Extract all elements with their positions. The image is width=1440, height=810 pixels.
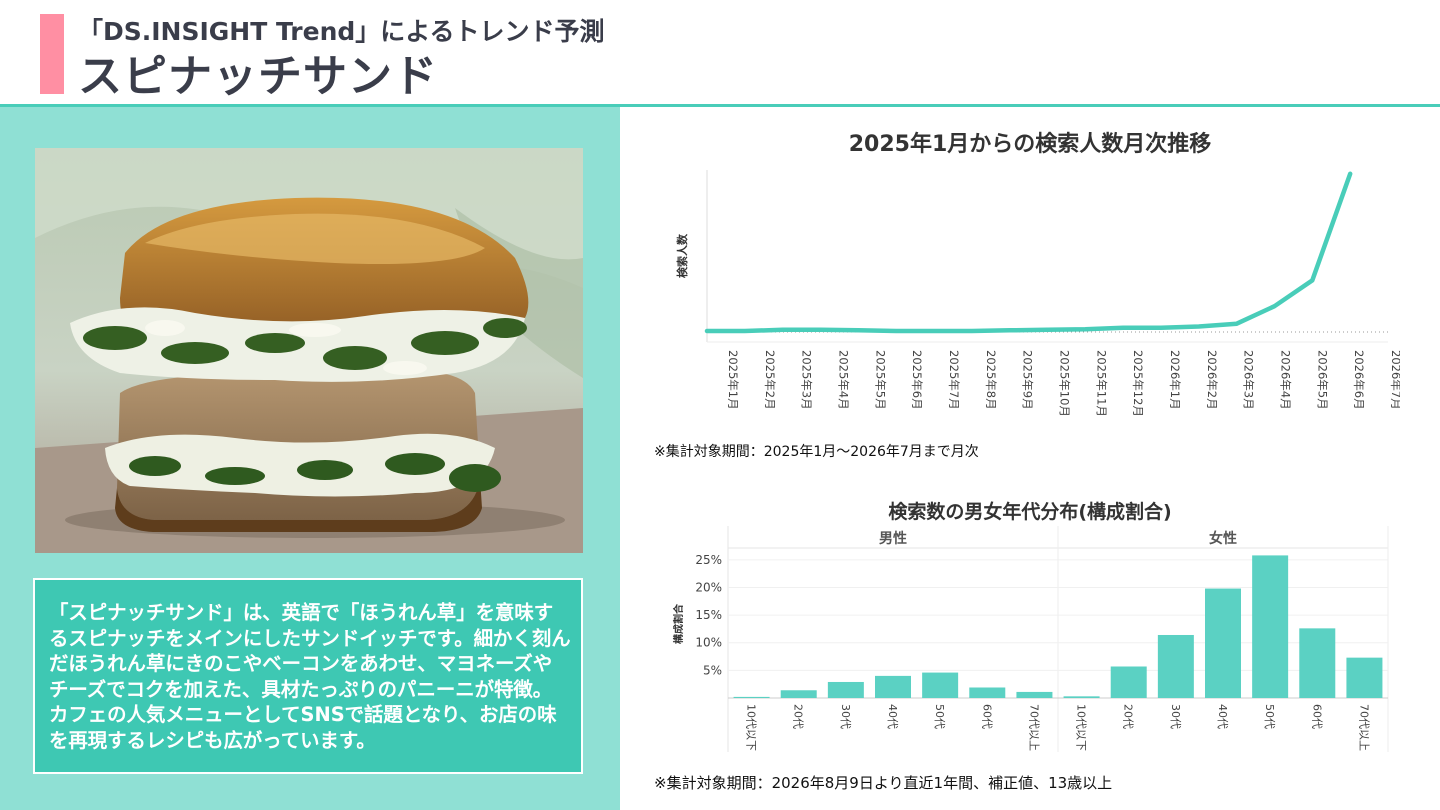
bar-y-tick-label: 15% (695, 608, 722, 622)
bar-chart-note: ※集計対象期間：2026年8月9日より直近1年間、補正値、13歳以上 (654, 774, 1113, 792)
line-x-tick-label: 2026年5月 (1315, 350, 1329, 410)
bar-x-tick-label: 60代 (1310, 704, 1323, 729)
page-title: スピナッチサンド (78, 51, 438, 102)
bar-x-tick-label: 10代以下 (1075, 704, 1088, 751)
line-chart-title: 2025年1月からの検索人数月次推移 (848, 132, 1212, 157)
bar-male-3 (827, 681, 864, 698)
bar-x-tick-label: 50代 (1263, 704, 1276, 729)
bar-x-tick-label: 50代 (933, 704, 946, 729)
line-x-tick-label: 2025年11月 (1094, 350, 1108, 417)
line-x-tick-label: 2025年7月 (947, 350, 961, 410)
line-x-tick-label: 2025年9月 (1021, 350, 1035, 410)
bar-y-tick-label: 10% (695, 636, 722, 650)
bar-male-2 (780, 690, 817, 698)
spinach-sandwich-photo (35, 148, 583, 553)
bar-female-5 (1252, 555, 1289, 698)
line-x-tick-label: 2025年8月 (984, 350, 998, 410)
bar-x-tick-label: 40代 (886, 704, 899, 729)
bar-female-3 (1157, 634, 1194, 698)
bar-x-tick-label: 30代 (839, 704, 852, 729)
bar-x-tick-label: 70代以上 (1027, 704, 1040, 751)
bar-y-axis-label: 構成割合 (672, 603, 685, 644)
bar-y-tick-label: 20% (695, 580, 722, 594)
line-x-tick-label: 2025年2月 (763, 350, 777, 410)
bar-chart-title: 検索数の男女年代分布(構成割合) (888, 501, 1172, 523)
bar-male-6 (969, 687, 1006, 698)
bar-male-4 (875, 675, 911, 698)
bar-panel-label: 女性 (1209, 530, 1237, 547)
line-chart-note: ※集計対象期間：2025年1月～2026年7月まで月次 (654, 444, 979, 460)
bar-x-tick-label: 70代以上 (1357, 704, 1370, 751)
line-x-tick-label: 2025年5月 (873, 350, 887, 410)
bar-x-tick-label: 40代 (1216, 704, 1229, 729)
bar-x-tick-label: 20代 (792, 704, 805, 729)
line-x-tick-label: 2026年3月 (1242, 350, 1256, 410)
description-box: 「スピナッチサンド」は、英語で「ほうれん草」を意味するスピナッチをメインにしたサ… (33, 578, 583, 774)
header-divider (0, 104, 1440, 107)
line-series-search-count (704, 171, 1353, 334)
bar-male-5 (922, 672, 959, 698)
line-x-tick-label: 2026年2月 (1205, 350, 1219, 410)
line-x-tick-label: 2025年3月 (800, 350, 814, 410)
line-x-tick-label: 2025年6月 (910, 350, 924, 410)
bar-x-tick-label: 60代 (980, 704, 993, 729)
bar-female-7 (1346, 657, 1383, 698)
header-accent-bar (40, 14, 64, 94)
description-text: 「スピナッチサンド」は、英語で「ほうれん草」を意味するスピナッチをメインにしたサ… (49, 601, 571, 752)
bar-female-4 (1205, 588, 1241, 698)
line-x-tick-label: 2026年6月 (1352, 350, 1366, 410)
bar-x-tick-label: 30代 (1169, 704, 1182, 729)
bar-female-2 (1110, 666, 1147, 698)
bar-y-tick-label: 5% (703, 663, 722, 677)
line-y-axis-label: 検索人数 (675, 233, 689, 278)
line-x-tick-label: 2025年1月 (726, 350, 740, 410)
bar-y-tick-label: 25% (695, 553, 722, 567)
gender-age-bar-chart: 男性 女性 5% 10% 15% 20% 25% 構成割合 10代以下 20代 30代 40代 50代 6… (672, 526, 1389, 752)
bar-x-tick-label: 10代以下 (745, 704, 758, 751)
line-x-tick-label: 2026年1月 (1168, 350, 1182, 410)
bar-x-tick-label: 20代 (1122, 704, 1135, 729)
bar-male-1 (733, 696, 770, 698)
line-x-tick-label: 2025年10月 (1058, 350, 1072, 417)
bar-panel-label: 男性 (879, 530, 907, 547)
bar-female-6 (1299, 628, 1336, 698)
bar-female-1 (1063, 696, 1100, 698)
line-x-tick-label: 2026年4月 (1279, 350, 1293, 410)
line-x-tick-label: 2026年7月 (1389, 350, 1400, 410)
header-subtitle: 「DS.INSIGHT Trend」によるトレンド予測 (78, 17, 605, 46)
line-x-tick-label: 2025年12月 (1131, 350, 1145, 417)
line-x-tick-label: 2025年4月 (837, 350, 851, 410)
search-trend-line-chart: 検索人数 2025年1月 2025年2月 2025年3月 2025年4月 2025年5月 2… (675, 170, 1400, 417)
bar-male-7 (1016, 691, 1053, 698)
